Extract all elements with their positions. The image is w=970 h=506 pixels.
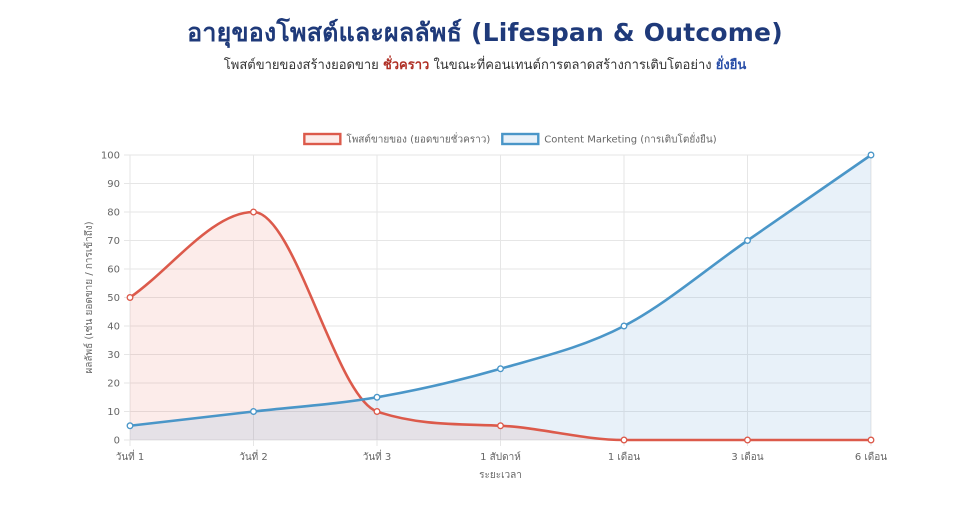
y-tick-label: 90 (107, 179, 120, 190)
subtitle-text-2: ในขณะที่คอนเทนต์การตลาดสร้างการเติบโตอย่… (429, 58, 712, 73)
y-tick-label: 60 (107, 265, 120, 276)
x-tick-label: 1 เดือน (608, 451, 640, 463)
data-point[interactable] (867, 436, 875, 444)
data-point[interactable] (250, 408, 257, 415)
chart-subtitle: โพสต์ขายของสร้างยอดขาย ชั่วคราว ในขณะที่… (205, 56, 765, 76)
data-point[interactable] (126, 422, 134, 430)
data-point[interactable] (744, 237, 751, 244)
y-tick-label: 80 (107, 208, 120, 219)
data-point[interactable] (620, 436, 628, 444)
data-point[interactable] (250, 208, 257, 216)
legend-swatch (303, 132, 342, 146)
x-tick-label: วันที่ 3 (363, 449, 392, 463)
data-point[interactable] (744, 436, 751, 444)
x-tick-label: 3 เดือน (731, 451, 763, 463)
data-point[interactable] (373, 408, 381, 415)
x-tick-label: วันที่ 1 (116, 449, 145, 463)
legend-swatch (501, 132, 540, 146)
axis-ticks: 0 10 20 30 40 50 60 70 80 90 100 วันที่ 1 วันที่ 2 วั… (101, 151, 887, 464)
subtitle-emphasis-sustainable: ยั่งยืน (715, 58, 747, 73)
x-axis-title: ระยะเวลา (479, 470, 522, 481)
y-axis-title: ผลลัพธ์ (เช่น ยอดขาย / การเข้าถึง) (83, 221, 95, 373)
x-tick-label: วันที่ 2 (239, 449, 268, 463)
y-tick-label: 100 (101, 151, 120, 162)
data-point[interactable] (373, 393, 381, 401)
y-tick-label: 0 (114, 436, 120, 447)
subtitle-emphasis-temporary: ชั่วคราว (382, 58, 430, 73)
series-areas (130, 155, 871, 440)
data-point[interactable] (620, 322, 628, 330)
data-point[interactable] (126, 294, 134, 301)
y-tick-label: 70 (107, 236, 120, 247)
legend-item-0[interactable]: โพสต์ขายของ (ยอดขายชั่วคราว) (303, 132, 490, 146)
data-point[interactable] (497, 422, 504, 430)
y-tick-label: 10 (107, 407, 120, 418)
y-tick-label: 40 (107, 322, 120, 333)
chart-title: อายุของโพสต์และผลลัพธ์ (Lifespan & Outco… (187, 18, 783, 47)
y-tick-label: 30 (107, 350, 120, 361)
x-tick-label: 1 สัปดาห์ (480, 451, 521, 463)
data-point[interactable] (497, 365, 504, 373)
chart-header: อายุของโพสต์และผลลัพธ์ (Lifespan & Outco… (0, 14, 970, 76)
subtitle-text-1: โพสต์ขายของสร้างยอดขาย (223, 58, 383, 73)
chart-legend: โพสต์ขายของ (ยอดขายชั่วคราว) Content Mark… (303, 132, 717, 146)
legend-label: Content Marketing (การเติบโตยั่งยืน) (544, 132, 716, 146)
y-tick-label: 20 (107, 379, 120, 390)
x-tick-label: 6 เดือน (855, 451, 887, 463)
legend-label: โพสต์ขายของ (ยอดขายชั่วคราว) (346, 132, 490, 146)
data-point[interactable] (867, 151, 875, 159)
y-tick-label: 50 (107, 293, 120, 304)
series-area-1 (130, 155, 871, 440)
legend-item-1[interactable]: Content Marketing (การเติบโตยั่งยืน) (501, 132, 717, 146)
series-points (126, 151, 875, 444)
series-area-0 (130, 212, 871, 440)
